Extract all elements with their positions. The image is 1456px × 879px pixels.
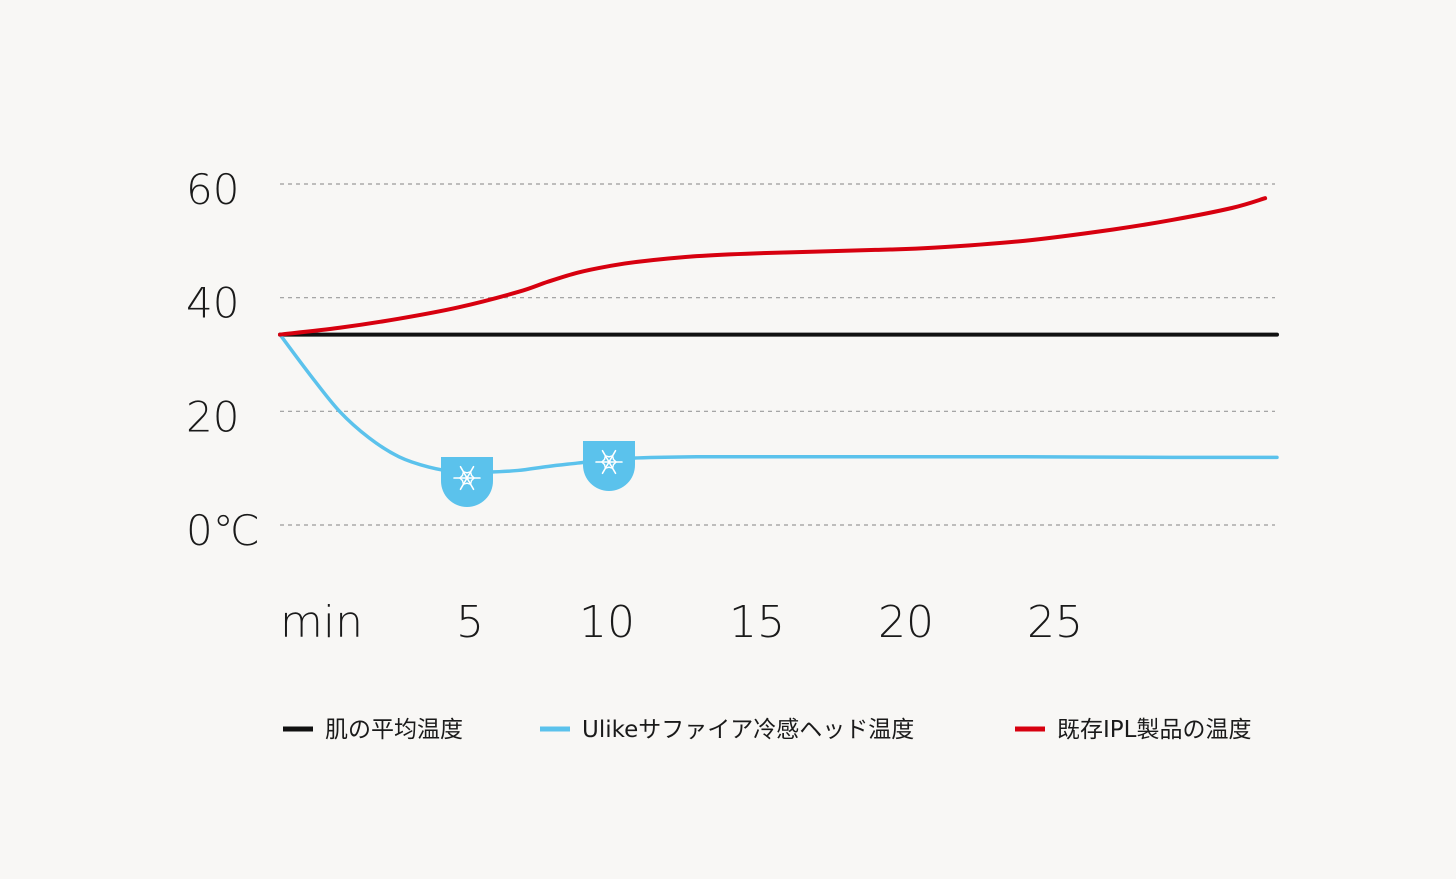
y-tick-label-60: 60 [186,165,239,214]
legend-item-existing-ipl: 既存IPL製品の温度 [1015,717,1251,743]
x-unit-label: min [280,597,363,648]
x-tick-label-15: 15 [729,597,785,648]
series-layer [278,196,1279,475]
y-tick-label-20: 20 [186,392,239,441]
legend-label: Ulikeサファイア冷感ヘッド温度 [582,717,914,743]
x-tick-label-5: 5 [456,597,484,648]
grid-layer [280,183,1275,526]
snowflake-icon [595,449,623,475]
annotation-layer [441,441,635,507]
x-tick-label-20: 20 [878,597,934,648]
axis-labels: 0℃ 20 40 60 min 5 10 15 20 25 [186,165,1083,648]
cooling-badge [583,441,635,491]
y-tick-label-40: 40 [186,279,239,328]
legend-label: 既存IPL製品の温度 [1057,717,1251,743]
y-tick-label-0: 0℃ [186,506,260,555]
legend-item-skin-average: 肌の平均温度 [283,717,463,743]
legend: 肌の平均温度 Ulikeサファイア冷感ヘッド温度 既存IPL製品の温度 [283,717,1251,743]
existing-ipl-temperature-line [278,196,1268,337]
cooling-badge [441,457,493,507]
ulike-sapphire-head-temperature-line [278,332,1279,475]
snowflake-icon [453,465,481,491]
x-tick-label-25: 25 [1027,597,1083,648]
legend-item-ulike-head: Ulikeサファイア冷感ヘッド温度 [540,717,914,743]
x-tick-label-10: 10 [579,597,635,648]
legend-label: 肌の平均温度 [325,717,463,743]
